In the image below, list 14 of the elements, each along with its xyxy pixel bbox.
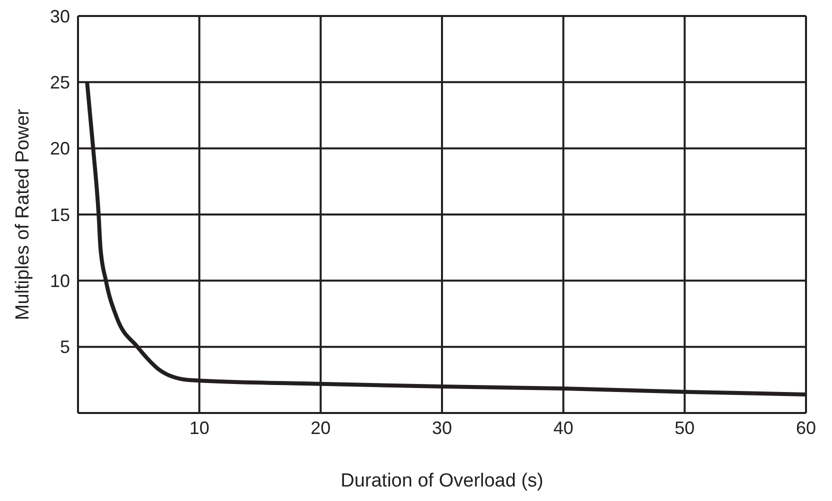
y-tick-label: 25	[50, 72, 70, 93]
x-axis-title: Duration of Overload (s)	[340, 470, 544, 492]
y-axis-title: Multiples of Rated Power	[12, 108, 34, 320]
y-tick-label: 15	[50, 204, 70, 225]
x-tick-label: 50	[674, 418, 695, 438]
x-tick-label: 10	[189, 418, 210, 438]
y-tick-label: 5	[60, 337, 70, 358]
x-tick-label: 30	[432, 418, 452, 438]
x-tick-label: 40	[553, 418, 574, 438]
x-tick-label: 60	[796, 418, 816, 438]
x-tick-label: 20	[310, 418, 331, 438]
y-tick-label: 10	[50, 271, 70, 292]
y-tick-label: 30	[50, 6, 70, 26]
y-tick-label: 20	[50, 138, 70, 159]
